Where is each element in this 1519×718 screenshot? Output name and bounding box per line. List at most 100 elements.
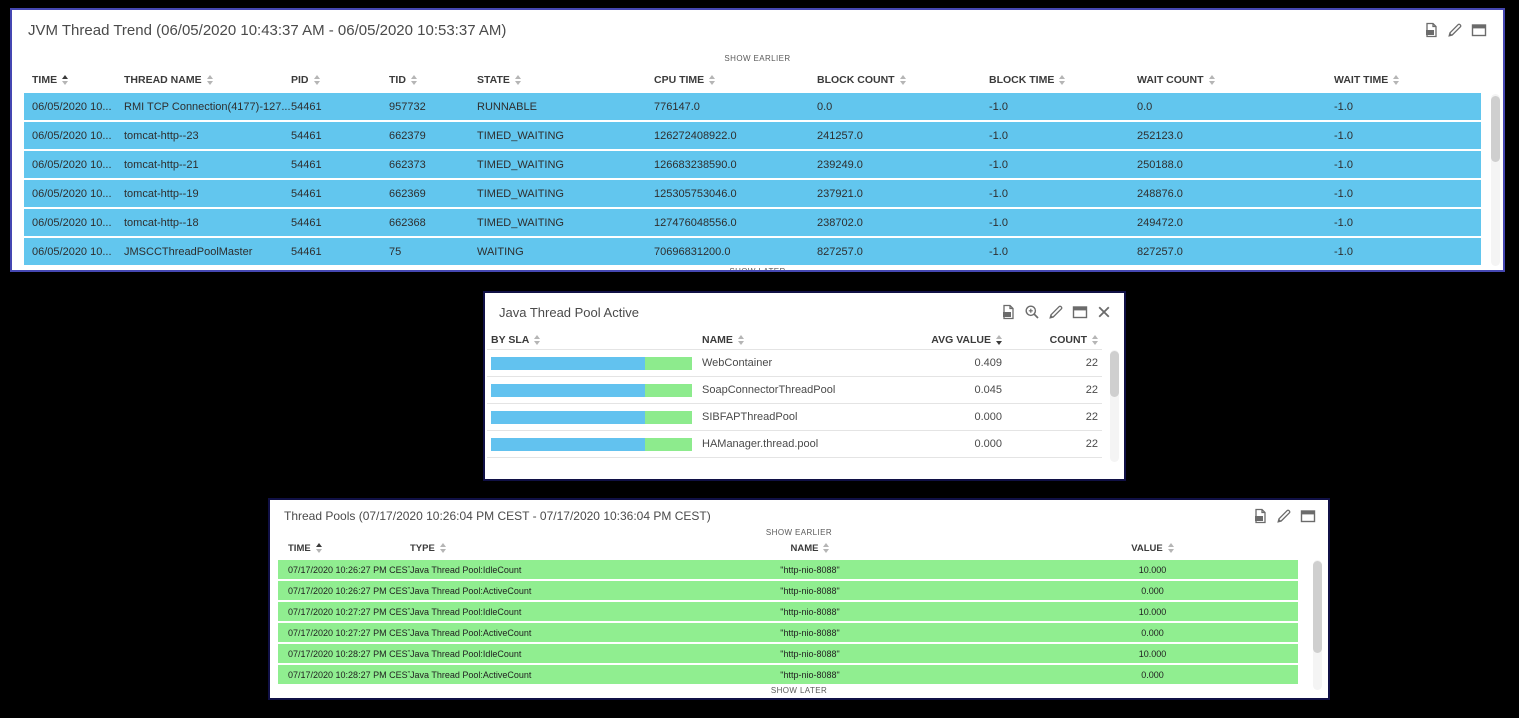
zoom-icon[interactable] bbox=[1024, 304, 1040, 320]
column-header-cpu-time[interactable]: CPU TIME bbox=[654, 74, 817, 86]
cell-block-time: -1.0 bbox=[989, 158, 1008, 171]
column-header-tid[interactable]: TID bbox=[389, 74, 477, 86]
cell-block-count: 237921.0 bbox=[817, 187, 863, 200]
panel-toolbar bbox=[1423, 22, 1487, 38]
show-later-link[interactable]: SHOW LATER bbox=[729, 267, 786, 272]
cell-block-time: -1.0 bbox=[989, 245, 1008, 258]
show-earlier-link[interactable]: SHOW EARLIER bbox=[765, 528, 833, 537]
cell-time: 06/05/2020 10... bbox=[32, 100, 112, 113]
scrollbar-thumb[interactable] bbox=[1110, 351, 1119, 397]
table-row: 06/05/2020 10... tomcat-http--21 54461 6… bbox=[24, 151, 1481, 178]
cell-wait-count: 0.0 bbox=[1137, 100, 1153, 113]
cell-block-time: -1.0 bbox=[989, 129, 1008, 142]
column-header-by-sla[interactable]: BY SLA bbox=[491, 334, 702, 346]
cell-tid: 957732 bbox=[389, 100, 426, 113]
table-row: HAManager.thread.pool 0.000 22 bbox=[487, 431, 1102, 458]
cell-value: 10.000 bbox=[1138, 648, 1167, 659]
cell-thread-name: tomcat-http--23 bbox=[124, 129, 199, 142]
java-thread-pool-active-panel: Java Thread Pool Active BY SLA NAME AVG … bbox=[483, 291, 1126, 481]
column-header-state[interactable]: STATE bbox=[477, 74, 654, 86]
cell-wait-time: -1.0 bbox=[1334, 129, 1353, 142]
cell-type: Java Thread Pool:ActiveCount bbox=[410, 627, 532, 638]
column-header-wait-time[interactable]: WAIT TIME bbox=[1334, 74, 1481, 86]
table-row: 07/17/2020 10:26:27 PM CEST Java Thread … bbox=[278, 581, 1298, 600]
cell-state: TIMED_WAITING bbox=[477, 216, 564, 229]
maximize-icon[interactable] bbox=[1072, 304, 1088, 320]
cell-name: "http-nio-8088" bbox=[780, 564, 840, 575]
cell-tid: 75 bbox=[389, 245, 402, 258]
scrollbar-thumb[interactable] bbox=[1491, 96, 1500, 162]
cell-name: SoapConnectorThreadPool bbox=[702, 384, 836, 396]
table-body: WebContainer 0.409 22 SoapConnectorThrea… bbox=[487, 349, 1102, 458]
column-header-time[interactable]: TIME bbox=[288, 543, 410, 554]
cell-tid: 662373 bbox=[389, 158, 426, 171]
table-header-row: BY SLA NAME AVG VALUE COUNT bbox=[487, 331, 1102, 349]
cell-block-time: -1.0 bbox=[989, 216, 1008, 229]
sla-bar bbox=[491, 437, 702, 451]
column-header-value[interactable]: VALUE bbox=[1007, 543, 1298, 554]
cell-state: TIMED_WAITING bbox=[477, 158, 564, 171]
show-earlier-link[interactable]: SHOW EARLIER bbox=[724, 54, 791, 63]
edit-icon[interactable] bbox=[1048, 304, 1064, 320]
edit-icon[interactable] bbox=[1447, 22, 1463, 38]
cell-thread-name: tomcat-http--21 bbox=[124, 158, 199, 171]
scrollbar-track[interactable] bbox=[1110, 350, 1119, 462]
maximize-icon[interactable] bbox=[1471, 22, 1487, 38]
column-header-count[interactable]: COUNT bbox=[1002, 334, 1098, 346]
scrollbar-track[interactable] bbox=[1491, 94, 1500, 266]
cell-cpu-time: 127476048556.0 bbox=[654, 216, 737, 229]
table-header-row: TIME THREAD NAME PID TID STATE CPU TIME … bbox=[24, 70, 1481, 90]
sla-bar-blue-segment bbox=[491, 356, 645, 370]
panel-toolbar bbox=[1252, 508, 1316, 524]
column-header-name[interactable]: NAME bbox=[702, 334, 897, 346]
cell-thread-name: RMI TCP Connection(4177)-127.... bbox=[124, 100, 291, 113]
table-row: 06/05/2020 10... tomcat-http--18 54461 6… bbox=[24, 209, 1481, 236]
cell-name: "http-nio-8088" bbox=[780, 606, 840, 617]
sla-bar bbox=[491, 383, 702, 397]
table-row: 06/05/2020 10... tomcat-http--19 54461 6… bbox=[24, 180, 1481, 207]
cell-wait-time: -1.0 bbox=[1334, 187, 1353, 200]
cell-cpu-time: 70696831200.0 bbox=[654, 245, 731, 258]
cell-type: Java Thread Pool:ActiveCount bbox=[410, 669, 532, 680]
scrollbar-thumb[interactable] bbox=[1313, 561, 1322, 653]
column-header-type[interactable]: TYPE bbox=[410, 543, 613, 554]
column-header-block-time[interactable]: BLOCK TIME bbox=[989, 74, 1137, 86]
cell-tid: 662379 bbox=[389, 129, 426, 142]
sla-bar-blue-segment bbox=[491, 383, 645, 397]
cell-pid: 54461 bbox=[291, 158, 322, 171]
sla-bar-blue-segment bbox=[491, 437, 645, 451]
scrollbar-track[interactable] bbox=[1313, 560, 1322, 690]
show-later-link[interactable]: SHOW LATER bbox=[770, 686, 828, 695]
column-header-wait-count[interactable]: WAIT COUNT bbox=[1137, 74, 1334, 86]
edit-icon[interactable] bbox=[1276, 508, 1292, 524]
sla-bar-green-segment bbox=[645, 356, 692, 370]
cell-pid: 54461 bbox=[291, 216, 322, 229]
close-icon[interactable] bbox=[1096, 304, 1112, 320]
cell-avg-value: 0.045 bbox=[974, 384, 1002, 396]
csv-export-icon[interactable] bbox=[1423, 22, 1439, 38]
column-header-pid[interactable]: PID bbox=[291, 74, 389, 86]
cell-count: 22 bbox=[1085, 411, 1098, 423]
sla-bar bbox=[491, 410, 702, 424]
column-header-thread-name[interactable]: THREAD NAME bbox=[124, 74, 291, 86]
csv-export-icon[interactable] bbox=[1000, 304, 1016, 320]
cell-name: "http-nio-8088" bbox=[780, 648, 840, 659]
maximize-icon[interactable] bbox=[1300, 508, 1316, 524]
column-header-block-count[interactable]: BLOCK COUNT bbox=[817, 74, 989, 86]
table-row: 07/17/2020 10:27:27 PM CEST Java Thread … bbox=[278, 602, 1298, 621]
column-header-avg-value[interactable]: AVG VALUE bbox=[897, 334, 1002, 346]
column-header-time[interactable]: TIME bbox=[32, 74, 124, 86]
cell-time: 07/17/2020 10:26:27 PM CEST bbox=[288, 585, 410, 596]
cell-avg-value: 0.000 bbox=[974, 438, 1002, 450]
cell-name: "http-nio-8088" bbox=[780, 627, 840, 638]
cell-type: Java Thread Pool:IdleCount bbox=[410, 606, 522, 617]
column-header-name[interactable]: NAME bbox=[613, 543, 1007, 554]
cell-tid: 662369 bbox=[389, 187, 426, 200]
table-body: 06/05/2020 10... RMI TCP Connection(4177… bbox=[24, 93, 1481, 267]
cell-wait-time: -1.0 bbox=[1334, 100, 1353, 113]
cell-block-time: -1.0 bbox=[989, 187, 1008, 200]
csv-export-icon[interactable] bbox=[1252, 508, 1268, 524]
sla-bar-green-segment bbox=[645, 410, 692, 424]
cell-value: 0.000 bbox=[1141, 669, 1164, 680]
